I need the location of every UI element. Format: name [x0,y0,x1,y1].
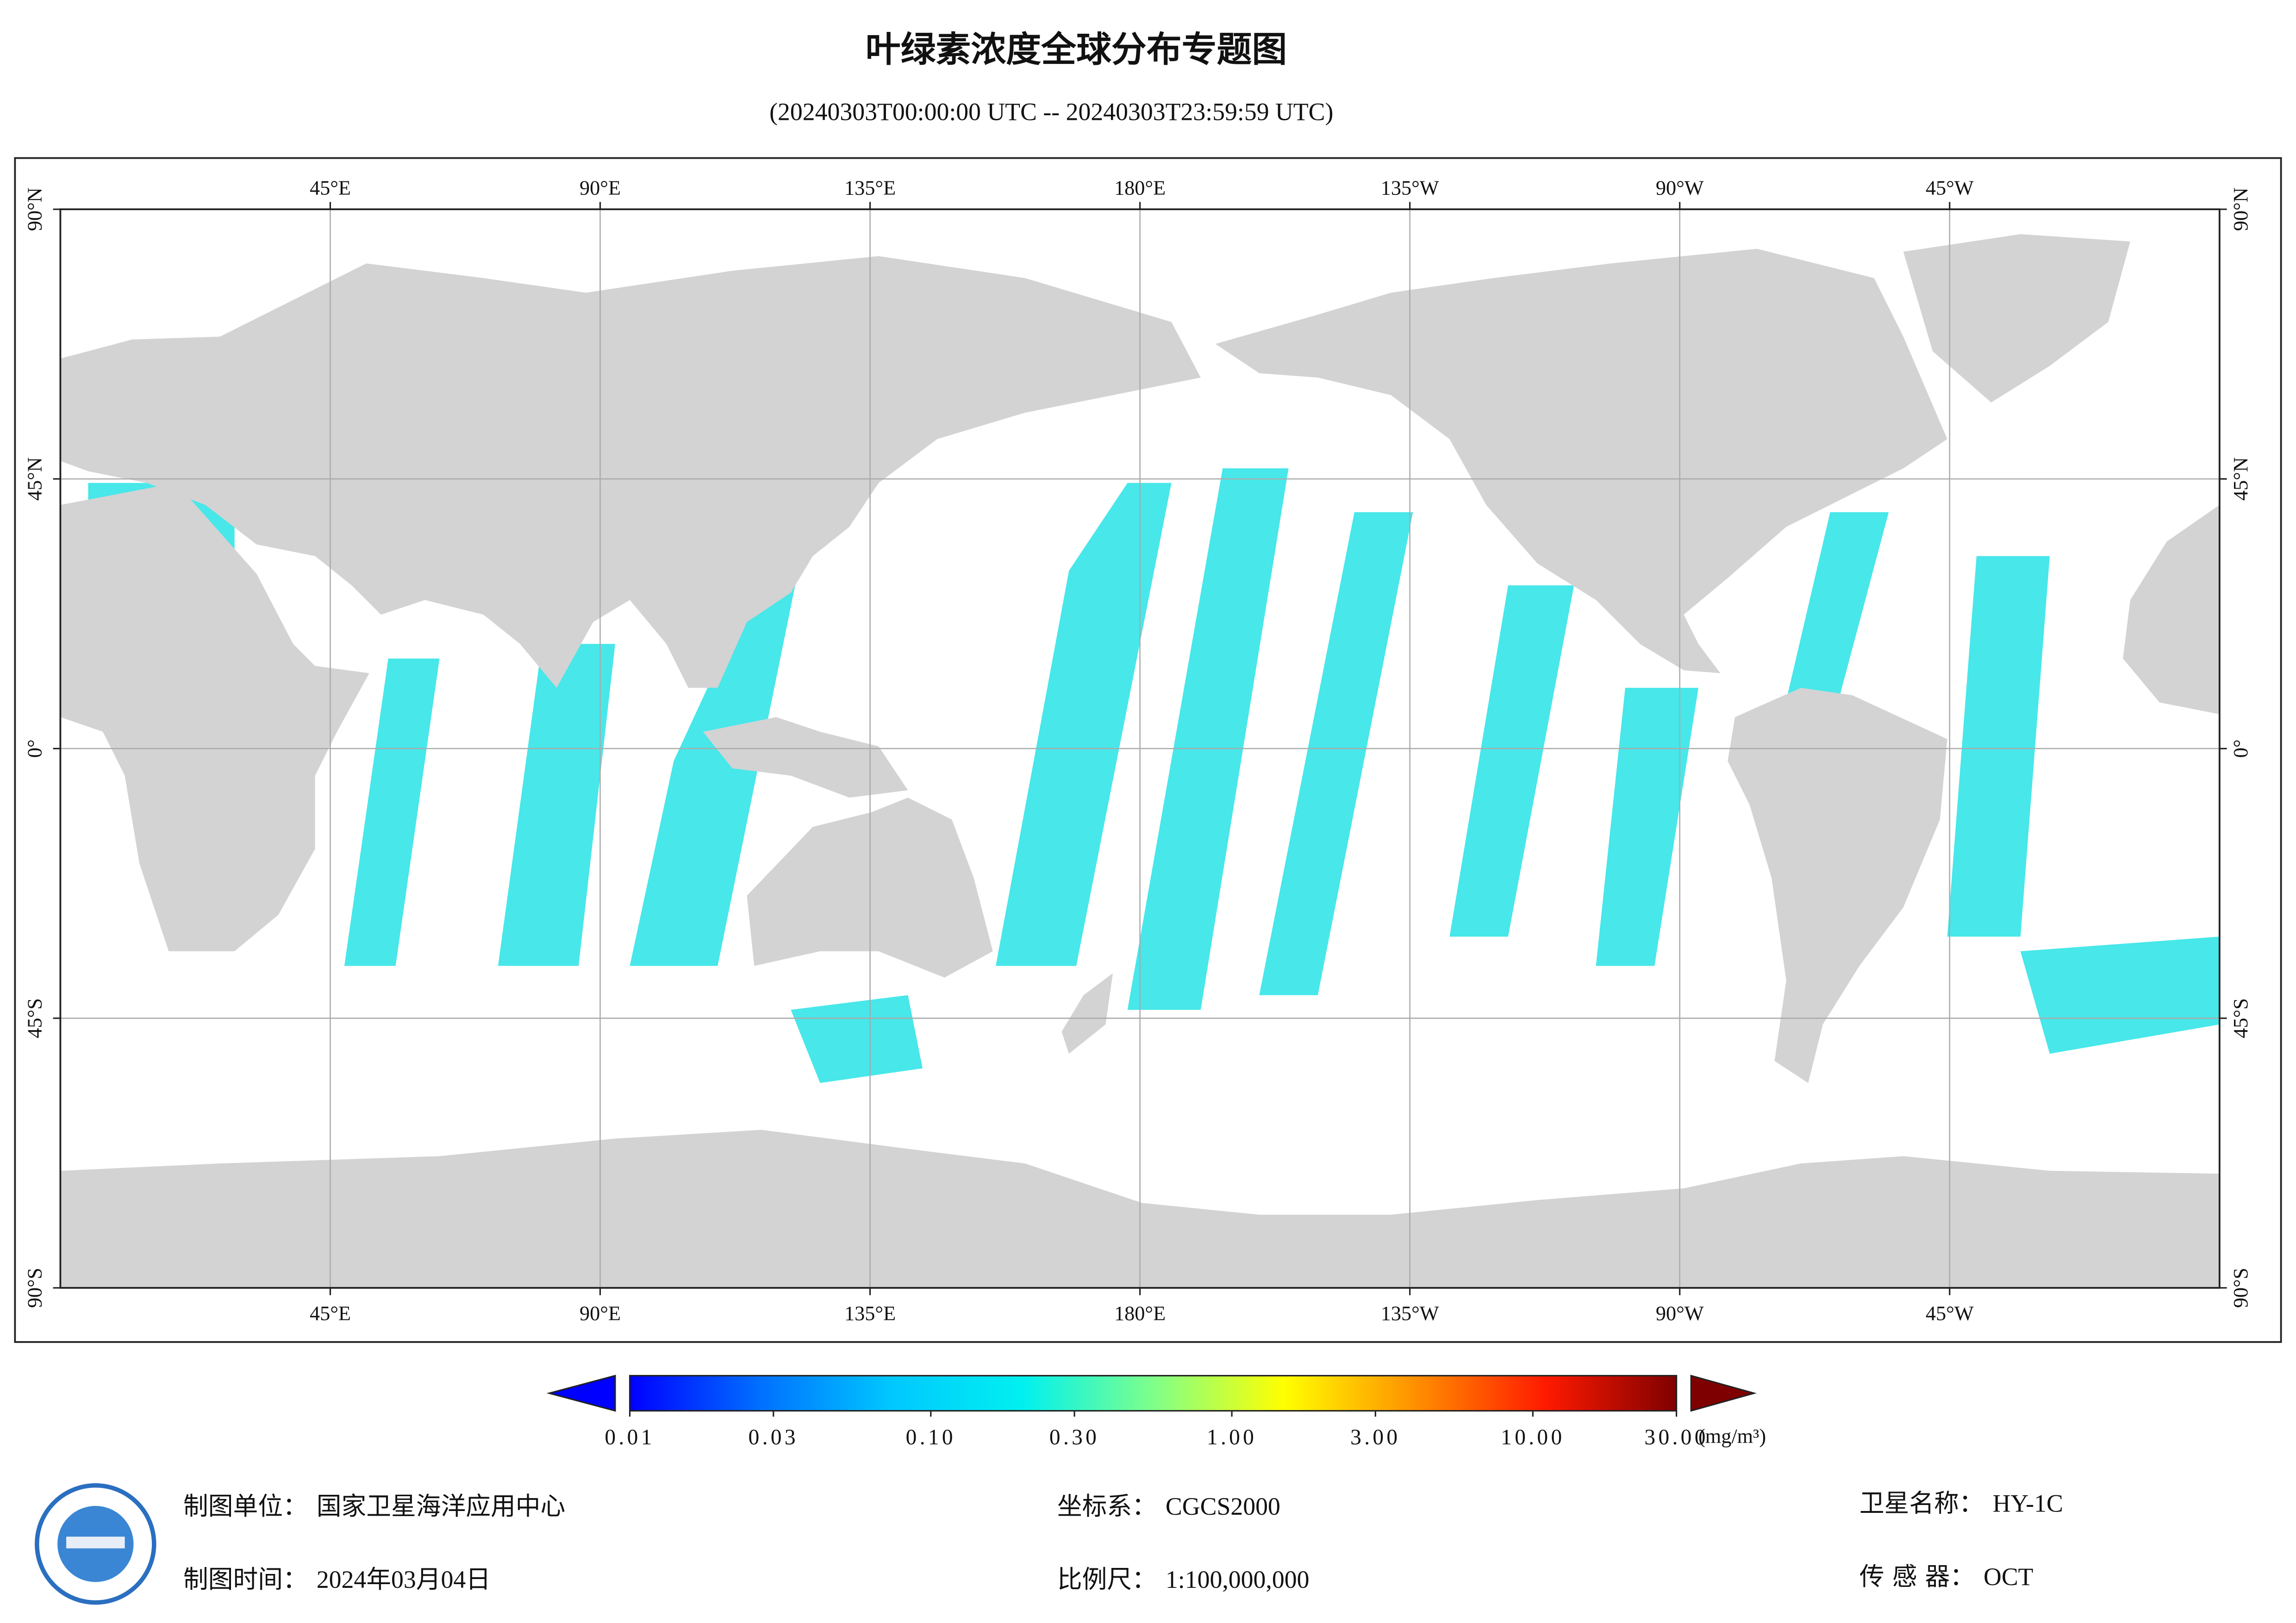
new-zealand [1061,973,1113,1054]
colorbar-label: 10.00 [1501,1425,1565,1449]
swath [344,659,440,966]
indonesia [703,717,908,798]
map [59,208,2221,1289]
colorbar-label: 0.01 [605,1425,655,1449]
lat-label-right: 90°N [2229,187,2252,231]
under-arrow [546,1374,616,1412]
lon-label-bottom: 45°E [310,1302,351,1325]
africa [60,483,369,951]
lat-label-left: 45°N [23,457,46,501]
colorbar-label: 3.00 [1350,1425,1400,1449]
footer-label: 制图时间： [183,1565,308,1594]
lon-label-top: 90°E [580,177,621,199]
footer-value: 2024年03月04日 [317,1566,491,1593]
swath [498,644,615,966]
footer-value: HY-1C [1993,1490,2063,1517]
lon-label-bottom: 135°W [1381,1302,1439,1325]
footer-item: 卫星名称： HY-1C [1859,1489,2063,1518]
swaths [88,468,2220,1083]
lon-label-top: 45°E [310,177,351,199]
swath [996,483,1172,966]
footer-value: CGCS2000 [1166,1492,1280,1520]
lon-label-bottom: 90°W [1656,1302,1704,1325]
footer-label: 卫星名称： [1859,1489,1984,1518]
eurasia [60,256,1201,688]
lat-label-left: 0° [23,740,46,758]
footer-label: 坐标系： [1057,1492,1157,1521]
swath [1596,688,1699,966]
swath [1947,556,2050,937]
swath [1449,585,1574,937]
swath [630,571,799,966]
lat-label-right: 0° [2229,740,2252,758]
footer-item: 坐标系： CGCS2000 [1057,1492,1280,1521]
colorbar-label: 0.03 [749,1425,799,1449]
logo [35,1483,156,1605]
swath [2020,936,2220,1054]
footer-value: OCT [1984,1563,2034,1591]
lon-label-bottom: 135°E [844,1302,896,1325]
footer-label: 传 感 器： [1859,1562,1975,1591]
colorbar [629,1374,1678,1412]
lat-label-left: 90°N [23,187,46,231]
over-arrow [1690,1374,1757,1412]
footer-label: 制图单位： [183,1492,308,1521]
footer-item: 制图单位： 国家卫星海洋应用中心 [183,1492,565,1521]
lat-label-left: 45°S [23,998,46,1038]
swath [1778,512,1889,732]
footer-item: 比例尺： 1:100,000,000 [1057,1565,1310,1594]
title: 叶绿素浓度全球分布专题图 [866,29,1287,70]
lon-label-top: 45°W [1926,177,1974,199]
colorbar-unit: (mg/m³) [1698,1425,1766,1448]
africa-west [2123,504,2220,715]
frame [14,157,2282,1343]
lon-label-bottom: 45°W [1926,1302,1974,1325]
lat-label-left: 90°S [23,1268,46,1308]
lon-label-bottom: 180°E [1114,1302,1166,1325]
north-america [1215,249,1947,673]
footer-value: 1:100,000,000 [1166,1566,1310,1593]
greenland [1903,234,2130,403]
colorbar-label: 0.30 [1049,1425,1099,1449]
swath [791,995,923,1083]
lat-label-right: 45°S [2229,998,2252,1038]
lon-label-top: 135°E [844,177,896,199]
swath [1259,512,1413,995]
lon-label-top: 90°W [1656,177,1704,199]
footer-label: 比例尺： [1057,1565,1157,1594]
subtitle: (20240303T00:00:00 UTC -- 20240303T23:59… [769,98,1333,125]
lon-label-top: 135°W [1381,177,1439,199]
lon-label-bottom: 90°E [580,1302,621,1325]
colorbar-label: 0.10 [906,1425,956,1449]
colorbar-label: 1.00 [1207,1425,1257,1449]
footer-item: 制图时间： 2024年03月04日 [183,1565,491,1594]
swath [1127,468,1289,1010]
lat-label-right: 45°N [2229,457,2252,501]
colorbar-label: 30.00 [1644,1425,1708,1449]
south-america [1728,688,1947,1083]
lon-label-top: 180°E [1114,177,1166,199]
footer-item: 传 感 器： OCT [1859,1562,2034,1591]
footer-value: 国家卫星海洋应用中心 [317,1492,566,1520]
logo-satellite [66,1536,125,1548]
lat-label-right: 90°S [2229,1268,2252,1308]
